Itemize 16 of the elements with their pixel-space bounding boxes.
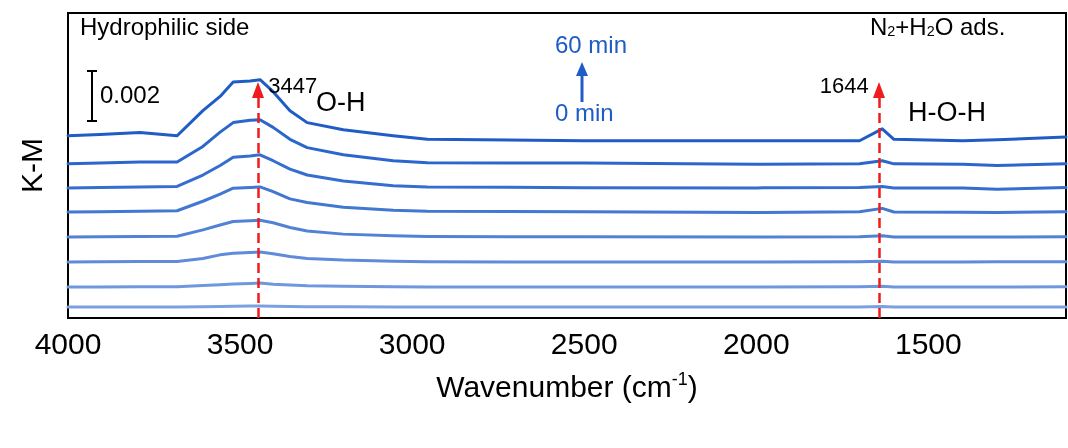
ref-line-label: 3447 <box>268 72 318 98</box>
annotation: 0 min <box>555 98 614 126</box>
x-tick-label: 1500 <box>894 326 962 360</box>
ref-line-label: 1644 <box>819 72 869 98</box>
annotation: 0.002 <box>100 80 161 108</box>
x-tick-label: 3000 <box>378 326 446 360</box>
text: 60 min <box>555 30 628 58</box>
x-tick-label: 2500 <box>550 326 618 360</box>
annotation: O-H <box>316 86 366 117</box>
x-tick-label: 3500 <box>206 326 274 360</box>
annotation: H-O-H <box>908 96 986 127</box>
x-tick-label: 2000 <box>722 326 790 360</box>
text: Hydrophilic side <box>80 12 250 40</box>
y-axis-title: K-M <box>14 138 48 193</box>
x-tick-label: 4000 <box>34 326 102 360</box>
text: N2+H2O ads. <box>870 12 1006 40</box>
